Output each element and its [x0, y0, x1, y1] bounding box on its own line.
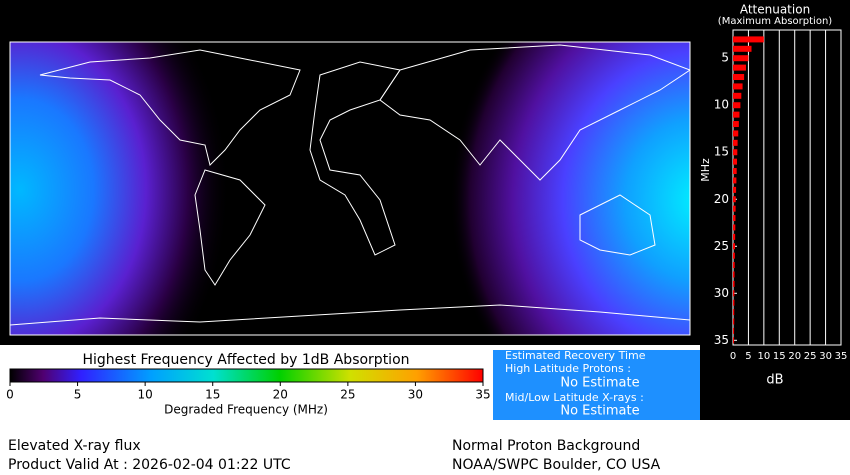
colorbar-tick-label: 35: [475, 388, 490, 402]
chart-bg: [700, 0, 850, 420]
bar: [733, 233, 736, 240]
colorbar-tick-label: 20: [273, 388, 288, 402]
colorbar-label: Degraded Frequency (MHz): [164, 403, 328, 417]
x-tick-label: 30: [819, 351, 832, 362]
bar: [733, 64, 746, 71]
bar: [733, 271, 735, 278]
bar: [733, 318, 735, 325]
bar: [733, 139, 738, 146]
colorbar-tick-label: 0: [6, 388, 14, 402]
x-tick-label: 10: [757, 351, 770, 362]
y-tick-label: 25: [714, 239, 729, 253]
bar: [733, 262, 735, 269]
colorbar-tick-label: 15: [205, 388, 220, 402]
y-tick-label: 20: [714, 192, 729, 206]
bar: [733, 168, 737, 175]
bar: [733, 55, 749, 62]
bar: [733, 102, 741, 109]
recovery-value: No Estimate: [560, 376, 639, 391]
bar: [733, 224, 736, 231]
x-tick-label: 15: [773, 351, 786, 362]
bar: [733, 243, 736, 250]
source-text: NOAA/SWPC Boulder, CO USA: [452, 457, 661, 473]
chart-subtitle: (Maximum Absorption): [718, 16, 832, 27]
bar: [733, 74, 745, 81]
y-axis-label: MHz: [699, 158, 712, 182]
bar: [733, 290, 735, 297]
bar: [733, 205, 736, 212]
bar: [733, 196, 736, 203]
bar: [733, 280, 735, 287]
x-tick-label: 0: [730, 351, 736, 362]
bar: [733, 252, 735, 259]
map-frame: [9, 41, 691, 336]
y-tick-label: 10: [714, 98, 729, 112]
status-text: Elevated X-ray flux: [8, 438, 141, 454]
x-tick-label: 25: [804, 351, 817, 362]
bar: [733, 337, 735, 344]
chart-title: Attenuation: [740, 3, 810, 17]
recovery-label: Mid/Low Latitude X-rays :: [505, 391, 644, 404]
proton-text: Normal Proton Background: [452, 438, 640, 454]
bar: [733, 186, 737, 193]
bar: [733, 36, 764, 43]
bar: [733, 83, 743, 90]
bar: [733, 215, 736, 222]
y-tick-label: 15: [714, 145, 729, 159]
y-tick-label: 35: [714, 333, 729, 347]
x-axis-label: dB: [766, 373, 783, 388]
bar: [733, 45, 752, 52]
x-tick-label: 5: [745, 351, 751, 362]
colorbar-tick-label: 5: [74, 388, 82, 402]
recovery-label: High Latitude Protons :: [505, 362, 631, 375]
y-tick-label: 30: [714, 286, 729, 300]
bar: [733, 299, 735, 306]
colorbar-title: Highest Frequency Affected by 1dB Absorp…: [82, 352, 409, 368]
bar: [733, 92, 742, 99]
bar: [733, 177, 737, 184]
bar: [733, 158, 738, 165]
recovery-value: No Estimate: [560, 404, 639, 419]
x-tick-label: 20: [788, 351, 801, 362]
bar: [733, 149, 738, 156]
bar: [733, 309, 735, 316]
bar: [733, 130, 739, 137]
recovery-box: [493, 350, 700, 420]
colorbar-tick-label: 25: [340, 388, 355, 402]
bar: [733, 111, 740, 118]
valid-text: Product Valid At : 2026-02-04 01:22 UTC: [8, 457, 291, 473]
bar: [733, 121, 739, 128]
colorbar-tick-label: 30: [408, 388, 423, 402]
colorbar-tick-label: 10: [138, 388, 153, 402]
recovery-title: Estimated Recovery Time: [505, 349, 646, 362]
x-tick-label: 35: [835, 351, 848, 362]
colorbar: [9, 368, 484, 383]
bar: [733, 327, 735, 334]
y-tick-label: 5: [721, 51, 729, 65]
